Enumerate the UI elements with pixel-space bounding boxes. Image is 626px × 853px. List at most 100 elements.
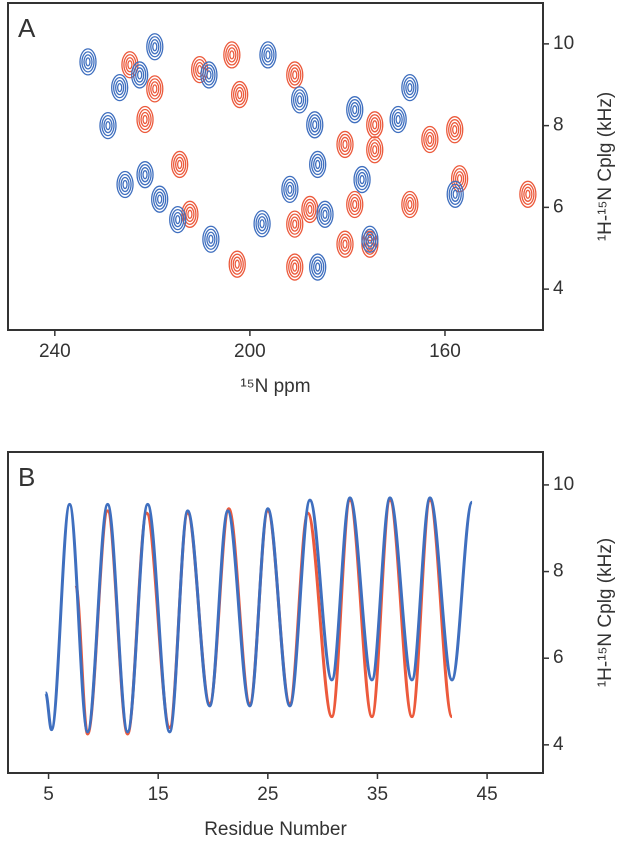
contour-ring [308, 114, 322, 136]
x-tick-label: 45 [477, 784, 498, 805]
peak-contour [281, 175, 299, 204]
contour-ring [290, 259, 300, 275]
contour-ring [340, 136, 350, 153]
x-tick-label: 15 [148, 784, 169, 805]
contour-ring [127, 60, 133, 70]
contour-ring [346, 190, 364, 219]
contour-ring [150, 81, 160, 97]
peak-contour [336, 230, 354, 258]
contour-ring [223, 41, 241, 69]
contour-ring [287, 184, 293, 195]
peak-contour [228, 250, 246, 278]
contour-ring [342, 139, 348, 150]
contour-ring [446, 116, 464, 144]
contour-ring [225, 44, 239, 66]
contour-ring [122, 179, 128, 190]
peak-contour [346, 96, 364, 124]
contour-ring [138, 108, 152, 131]
contour-ring [306, 111, 324, 139]
contour-ring [322, 209, 328, 219]
contour-ring [336, 230, 354, 258]
contour-ring [183, 203, 197, 225]
contour-ring [152, 42, 158, 52]
contour-ring [346, 96, 364, 124]
panel-label: B [18, 462, 35, 492]
contour-ring [228, 250, 246, 278]
contour-ring [425, 131, 435, 148]
plot-frame [7, 2, 544, 331]
contour-ring [401, 73, 419, 102]
peak-contour [286, 210, 304, 238]
contour-ring [253, 210, 271, 238]
contour-ring [407, 199, 413, 210]
contour-ring [348, 193, 362, 216]
peak-contour [259, 41, 277, 69]
contour-ring [316, 200, 334, 228]
contour-ring [292, 89, 307, 111]
panel-label: A [18, 13, 36, 43]
contour-ring [204, 67, 214, 83]
contour-ring [454, 171, 465, 187]
peak-contour [401, 190, 419, 219]
contour-ring [313, 156, 323, 173]
contour-ring [359, 174, 365, 185]
contour-ring [229, 50, 235, 60]
contour-ring [290, 216, 300, 232]
contour-ring [227, 47, 237, 63]
contour-ring [294, 92, 305, 108]
contour-ring [142, 170, 148, 180]
peak-contour [421, 125, 439, 154]
contour-ring [259, 219, 265, 229]
contour-ring [138, 164, 152, 186]
y-tick-label: 10 [553, 33, 574, 54]
contour-ring [202, 225, 220, 253]
contour-ring [152, 84, 158, 94]
contour-ring [135, 67, 145, 83]
contour-ring [350, 102, 360, 118]
contour-ring [315, 159, 321, 170]
contour-ring [103, 117, 113, 134]
contour-ring [175, 214, 181, 225]
contour-ring [233, 83, 247, 106]
peak-contour [309, 150, 327, 179]
contour-ring [191, 55, 209, 84]
x-tick-label: 35 [367, 784, 388, 805]
peak-contour [202, 225, 220, 253]
contour-ring [370, 117, 380, 133]
contour-ring [231, 80, 249, 109]
contour-ring [234, 259, 240, 269]
contour-ring [232, 256, 242, 272]
contour-ring [105, 120, 111, 131]
panel: A 240 200 160 4 6 8 10 ¹⁵N ppm ¹H-¹⁵N Cplg (kHz) [7, 2, 616, 397]
peak-contour [131, 61, 149, 89]
y-tick-label: 6 [553, 196, 564, 217]
contour-ring [288, 213, 302, 235]
x-axis-label: ¹⁵N ppm [240, 376, 310, 397]
peak-contour [361, 225, 379, 253]
contour-ring [265, 50, 271, 60]
peak-contour [446, 116, 464, 144]
contour-ring [403, 193, 417, 216]
x-tick-label: 240 [39, 341, 71, 362]
contour-ring [448, 183, 462, 205]
contour-ring [148, 78, 162, 100]
peak-contour [336, 130, 354, 159]
contour-ring [230, 253, 244, 275]
wave-line [44, 496, 474, 734]
contour-ring [348, 99, 362, 121]
contour-ring [401, 190, 419, 219]
contour-ring [146, 33, 164, 61]
contour-ring [338, 133, 352, 156]
contour-ring [450, 186, 460, 202]
contour-ring [452, 189, 458, 199]
contour-ring [309, 253, 327, 281]
contour-ring [259, 41, 277, 69]
peak-contour [151, 185, 169, 213]
peak-contour [519, 180, 537, 208]
contour-ring [368, 114, 382, 136]
contour-ring [405, 196, 415, 213]
contour-ring [142, 114, 148, 125]
peak-contour [171, 150, 189, 179]
contour-ring [292, 219, 298, 229]
